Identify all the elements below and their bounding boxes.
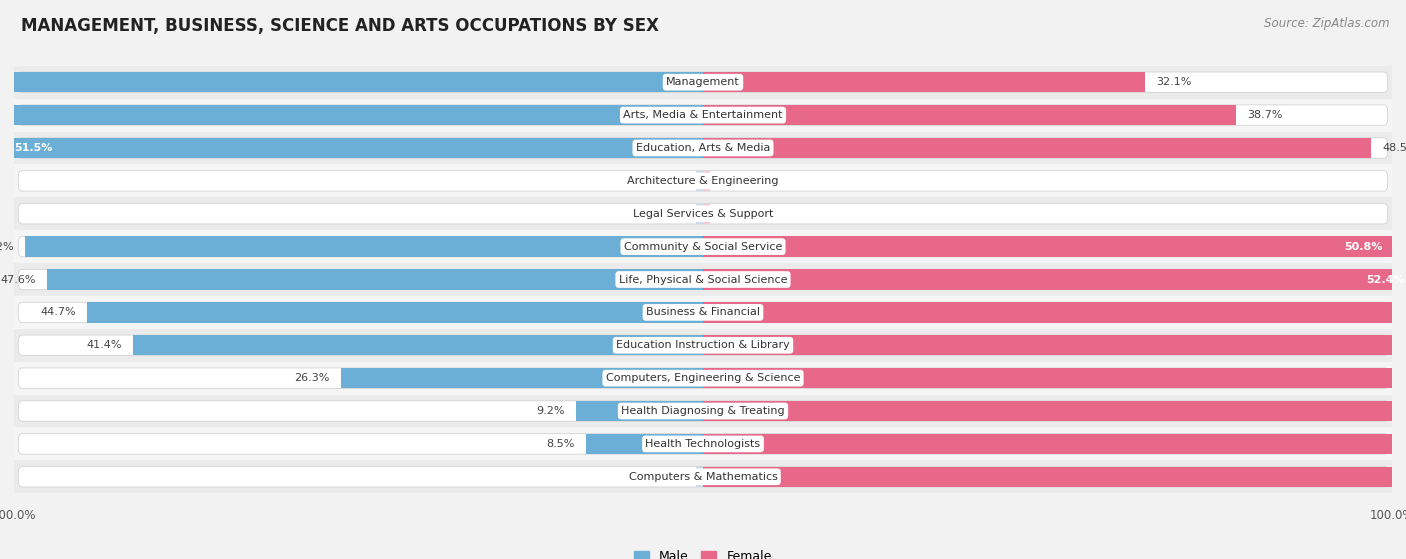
Bar	[14, 197, 1392, 230]
FancyBboxPatch shape	[18, 236, 1388, 257]
Text: Health Diagnosing & Treating: Health Diagnosing & Treating	[621, 406, 785, 416]
FancyBboxPatch shape	[18, 401, 1388, 421]
Bar	[703, 269, 1406, 290]
Text: Life, Physical & Social Science: Life, Physical & Social Science	[619, 274, 787, 285]
Text: MANAGEMENT, BUSINESS, SCIENCE AND ARTS OCCUPATIONS BY SEX: MANAGEMENT, BUSINESS, SCIENCE AND ARTS O…	[21, 17, 659, 35]
Bar	[87, 302, 703, 323]
FancyBboxPatch shape	[18, 368, 1388, 389]
Legend: Male, Female: Male, Female	[630, 546, 776, 559]
Text: 0.0%: 0.0%	[654, 209, 682, 219]
Bar	[703, 138, 1371, 158]
Bar	[703, 467, 1406, 487]
FancyBboxPatch shape	[18, 105, 1388, 125]
Bar	[586, 434, 703, 454]
Bar	[703, 302, 1406, 323]
Text: 41.4%: 41.4%	[86, 340, 121, 350]
FancyBboxPatch shape	[18, 72, 1388, 92]
FancyBboxPatch shape	[18, 269, 1388, 290]
Bar	[14, 164, 1392, 197]
Text: 0.0%: 0.0%	[654, 176, 682, 186]
Bar	[48, 269, 703, 290]
Bar	[14, 395, 1392, 428]
Bar	[14, 296, 1392, 329]
Text: 9.2%: 9.2%	[537, 406, 565, 416]
Bar	[703, 72, 1146, 92]
Text: 0.0%: 0.0%	[724, 209, 752, 219]
Text: 52.4%: 52.4%	[1365, 274, 1405, 285]
Text: 8.5%: 8.5%	[547, 439, 575, 449]
Bar	[25, 236, 703, 257]
Bar	[0, 138, 703, 158]
Bar	[703, 368, 1406, 389]
Text: 0.0%: 0.0%	[724, 176, 752, 186]
Bar	[696, 467, 703, 487]
Text: 47.6%: 47.6%	[0, 274, 37, 285]
Text: Education, Arts & Media: Education, Arts & Media	[636, 143, 770, 153]
Text: Community & Social Service: Community & Social Service	[624, 241, 782, 252]
Bar	[703, 203, 710, 224]
Bar	[0, 72, 703, 92]
Text: 32.1%: 32.1%	[1156, 77, 1192, 87]
Bar	[14, 66, 1392, 98]
Text: 0.0%: 0.0%	[654, 472, 682, 482]
FancyBboxPatch shape	[18, 467, 1388, 487]
Text: 49.2%: 49.2%	[0, 241, 14, 252]
Bar	[703, 236, 1403, 257]
Bar	[14, 230, 1392, 263]
Bar	[703, 434, 1406, 454]
Text: Computers & Mathematics: Computers & Mathematics	[628, 472, 778, 482]
Text: Architecture & Engineering: Architecture & Engineering	[627, 176, 779, 186]
Bar	[340, 368, 703, 389]
Text: Legal Services & Support: Legal Services & Support	[633, 209, 773, 219]
Bar	[14, 428, 1392, 461]
FancyBboxPatch shape	[18, 302, 1388, 323]
Text: Management: Management	[666, 77, 740, 87]
Bar	[576, 401, 703, 421]
Text: 51.5%: 51.5%	[14, 143, 52, 153]
Bar	[14, 263, 1392, 296]
Text: Computers, Engineering & Science: Computers, Engineering & Science	[606, 373, 800, 383]
FancyBboxPatch shape	[18, 335, 1388, 356]
Bar	[703, 401, 1406, 421]
Bar	[132, 335, 703, 356]
Text: Source: ZipAtlas.com: Source: ZipAtlas.com	[1264, 17, 1389, 30]
Bar	[696, 203, 703, 224]
Text: Business & Financial: Business & Financial	[645, 307, 761, 318]
Bar	[14, 98, 1392, 131]
Text: 26.3%: 26.3%	[294, 373, 329, 383]
Bar	[703, 335, 1406, 356]
Bar	[703, 105, 1236, 125]
FancyBboxPatch shape	[18, 138, 1388, 158]
Text: 38.7%: 38.7%	[1247, 110, 1282, 120]
Text: 48.5%: 48.5%	[1382, 143, 1406, 153]
Text: Arts, Media & Entertainment: Arts, Media & Entertainment	[623, 110, 783, 120]
Bar	[14, 131, 1392, 164]
Text: Health Technologists: Health Technologists	[645, 439, 761, 449]
Text: 50.8%: 50.8%	[1344, 241, 1382, 252]
Bar	[14, 362, 1392, 395]
Text: Education Instruction & Library: Education Instruction & Library	[616, 340, 790, 350]
FancyBboxPatch shape	[18, 434, 1388, 454]
Bar	[14, 461, 1392, 493]
Text: 44.7%: 44.7%	[41, 307, 76, 318]
FancyBboxPatch shape	[18, 203, 1388, 224]
FancyBboxPatch shape	[18, 170, 1388, 191]
Bar	[703, 170, 710, 191]
Bar	[0, 105, 703, 125]
Bar	[14, 329, 1392, 362]
Bar	[696, 170, 703, 191]
